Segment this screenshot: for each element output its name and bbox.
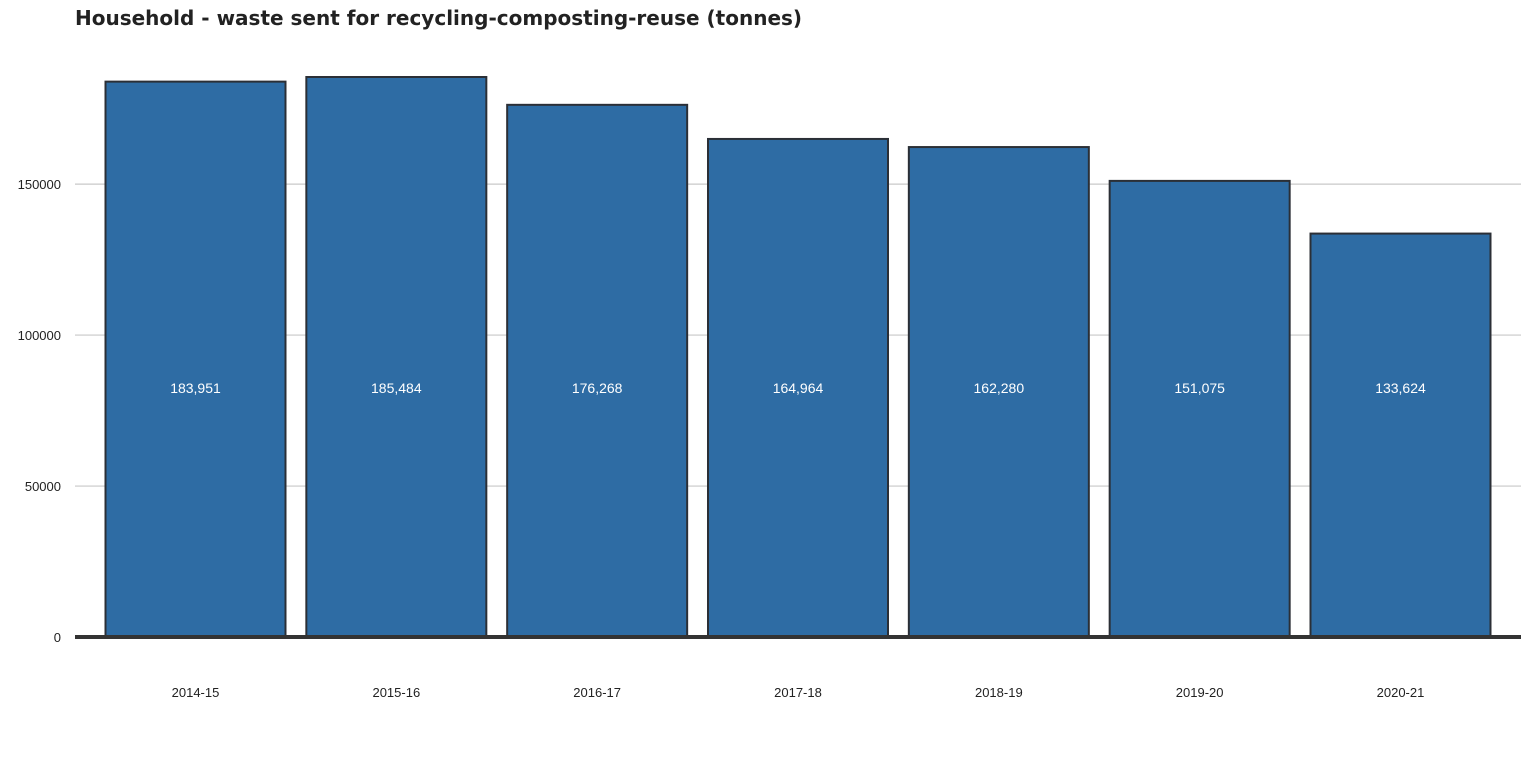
chart-title: Household - waste sent for recycling-com… <box>75 6 803 30</box>
bar-2016-17 <box>506 103 689 639</box>
bar-value-label: 176,268 <box>572 380 623 396</box>
bar-2019-20 <box>1108 179 1291 638</box>
bar-2020-21 <box>1309 232 1492 638</box>
bar-2015-16 <box>305 76 488 638</box>
x-axis: 2014-15 2015-16 2016-17 2017-18 2018-19 2019-… <box>75 635 1521 700</box>
bar-value-label: 164,964 <box>773 380 824 396</box>
y-tick-label: 50000 <box>25 479 61 494</box>
y-axis: 0 50000 100000 150000 <box>18 177 61 645</box>
x-tick-label: 2019-20 <box>1176 685 1224 700</box>
x-tick-label: 2017-18 <box>774 685 822 700</box>
x-tick-label: 2015-16 <box>372 685 420 700</box>
bar-value-label: 183,951 <box>170 380 221 396</box>
x-tick-label: 2016-17 <box>573 685 621 700</box>
bar-2014-15 <box>104 80 287 639</box>
bar-value-labels: 183,951 185,484 176,268 164,964 162,280 151,0… <box>170 380 1426 396</box>
y-tick-label: 0 <box>54 630 61 645</box>
x-tick-label: 2014-15 <box>172 685 220 700</box>
bar-2018-19 <box>907 146 1090 638</box>
y-tick-label: 100000 <box>18 328 61 343</box>
bar-value-label: 185,484 <box>371 380 422 396</box>
bars <box>104 76 1492 639</box>
bar-value-label: 151,075 <box>1174 380 1225 396</box>
y-tick-label: 150000 <box>18 177 61 192</box>
bar-value-label: 162,280 <box>974 380 1025 396</box>
bar-value-label: 133,624 <box>1375 380 1426 396</box>
x-tick-label: 2020-21 <box>1377 685 1425 700</box>
x-tick-label: 2018-19 <box>975 685 1023 700</box>
